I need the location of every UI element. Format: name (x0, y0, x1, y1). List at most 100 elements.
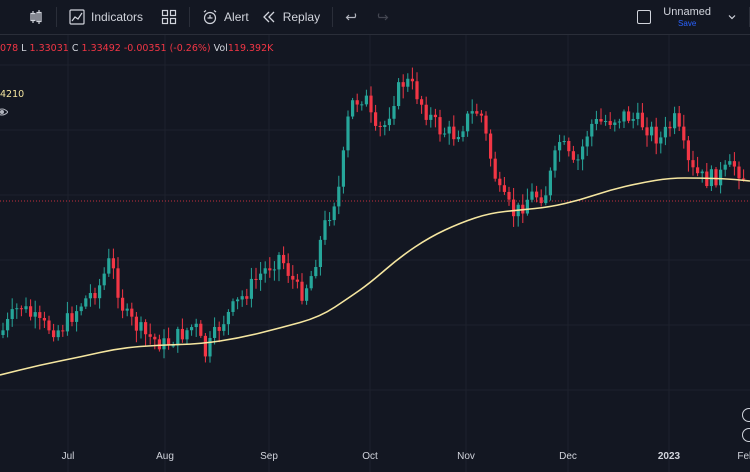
candle-body (282, 254, 286, 264)
candle-body (88, 293, 92, 299)
candle-body (406, 78, 410, 87)
candle-body (194, 323, 198, 328)
candle-body (383, 125, 387, 128)
candle-body (42, 317, 46, 321)
candle-body (493, 158, 497, 179)
redo-button[interactable] (367, 3, 395, 31)
moving-average-line (0, 177, 750, 376)
ohlc-legend: 078 L 1.33031 C 1.33492 -0.00351 (-0.26%… (0, 43, 273, 54)
candle-body (134, 316, 138, 331)
candle-body (443, 133, 447, 135)
candle-body (125, 308, 129, 311)
xaxis-label-2023: 2023 (657, 451, 681, 462)
candle-body (47, 320, 51, 331)
candle-body (52, 330, 56, 338)
candle-body (571, 151, 575, 160)
chart-type-button[interactable] (22, 3, 50, 31)
candle-body (291, 275, 295, 280)
candle-body (723, 164, 727, 170)
candle-body (203, 335, 207, 357)
candle-body (489, 133, 493, 159)
candle-body (102, 273, 106, 286)
legend-volume: 119.392K (227, 43, 274, 54)
candle-body (410, 78, 414, 82)
event-badge-icon[interactable] (742, 428, 750, 442)
layout-name: Unnamed (663, 5, 711, 18)
candle-body (507, 191, 511, 200)
candle-body (93, 293, 97, 299)
alert-button[interactable]: Alert (196, 3, 255, 31)
candle-body (677, 113, 681, 127)
layouts-button[interactable] (155, 3, 183, 31)
candle-body (176, 328, 180, 346)
candle-body (364, 95, 368, 105)
candle-body (153, 336, 157, 340)
candle-body (254, 278, 258, 280)
candle-body (295, 279, 299, 282)
candle-body (636, 112, 640, 120)
candle-body (640, 112, 644, 128)
candle-body (562, 141, 566, 143)
candle-body (682, 126, 686, 141)
fullscreen-toggle[interactable] (637, 10, 652, 24)
candle-body (171, 345, 175, 347)
candle-body (309, 276, 313, 289)
candle-body (530, 191, 534, 200)
candle-body (502, 185, 506, 192)
replay-label: Replay (282, 10, 321, 24)
candle-body (433, 114, 437, 118)
candle-body (116, 268, 120, 298)
layout-dropdown-button[interactable] (721, 3, 743, 31)
candle-body (452, 126, 456, 140)
candle-body (19, 308, 23, 310)
eye-icon[interactable] (0, 106, 8, 118)
candle-body (98, 285, 102, 299)
candle-body (544, 195, 548, 204)
legend-low: 1.33031 (29, 43, 69, 54)
price-chart[interactable] (0, 35, 750, 472)
candle-body (226, 311, 230, 325)
candle-body (387, 118, 391, 126)
candle-body (323, 220, 327, 240)
candle-body (668, 126, 672, 129)
legend-open: 078 (0, 43, 19, 54)
candle-body (167, 338, 171, 346)
replay-button[interactable]: Replay (255, 3, 326, 31)
candle-body (222, 324, 226, 331)
candle-body (594, 118, 598, 124)
candle-body (15, 308, 19, 310)
candle-body (300, 281, 304, 301)
candle-body (314, 267, 318, 277)
candle-body (737, 166, 741, 179)
candle-body (484, 115, 488, 134)
candle-body (627, 111, 631, 121)
candle-body (535, 191, 539, 198)
candle-body (539, 197, 543, 204)
candle-body (585, 136, 589, 147)
candle-body (581, 146, 585, 160)
indicators-button[interactable]: Indicators (63, 3, 149, 31)
candle-body (525, 199, 529, 214)
candle-body (548, 170, 552, 196)
candle-body (369, 95, 373, 113)
layout-name-button[interactable]: Unnamed Save (663, 5, 711, 28)
candle-body (645, 127, 649, 136)
candle-body (438, 117, 442, 135)
candle-body (61, 330, 65, 332)
candle-body (1, 330, 5, 335)
xaxis-label-dec: Dec (559, 451, 577, 462)
candle-body (498, 178, 502, 186)
candle-body (38, 312, 42, 318)
xaxis-label-nov: Nov (457, 451, 475, 462)
candle-body (121, 297, 125, 311)
chevron-down-icon (728, 15, 736, 20)
alert-badge-icon[interactable] (742, 408, 750, 422)
candle-body (245, 296, 249, 299)
candle-body (208, 337, 212, 357)
candle-body (360, 104, 364, 106)
candle-body (33, 312, 37, 317)
candle-body (249, 278, 253, 299)
candle-body (663, 126, 667, 138)
undo-button[interactable] (339, 3, 367, 31)
candle-body (305, 288, 309, 301)
